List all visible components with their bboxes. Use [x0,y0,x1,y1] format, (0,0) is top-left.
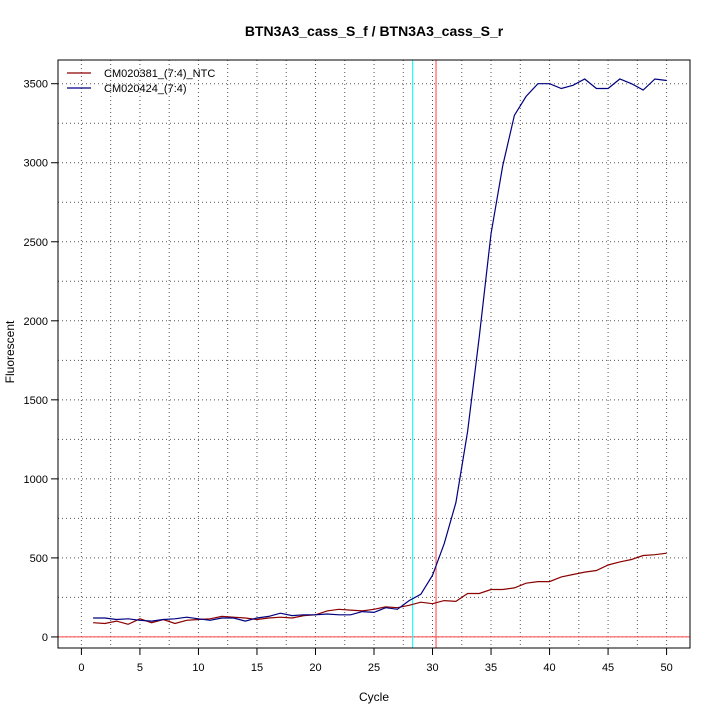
x-tick-label: 5 [137,662,143,674]
x-tick-label: 10 [192,662,204,674]
series-line-1 [93,552,667,625]
legend-label-2: CM020424_(7:4) [104,83,187,95]
y-axis-label: Fluorescent [3,320,17,383]
x-tick-label: 20 [309,662,321,674]
legend-label-1: CM020381_(7:4)_NTC [104,68,215,80]
y-axis: 0 500 1000 1500 2000 2500 3000 3500 [24,79,58,644]
x-tick-label: 0 [78,662,84,674]
x-tick-label: 40 [543,662,555,674]
reference-lines [58,60,690,648]
y-tick-label: 3000 [24,158,48,170]
y-tick-label: 0 [42,632,48,644]
x-axis-label: Cycle [359,690,389,704]
y-tick-label: 1500 [24,395,48,407]
y-tick-label: 3500 [24,79,48,91]
x-tick-label: 30 [426,662,438,674]
x-axis: 0 5 10 15 20 25 30 35 40 45 50 [78,648,673,674]
x-tick-label: 50 [660,662,672,674]
x-tick-label: 15 [251,662,263,674]
legend: CM020381_(7:4)_NTC CM020424_(7:4) [67,68,215,95]
x-tick-label: 35 [485,662,497,674]
series-line-2 [93,78,667,622]
y-tick-label: 2000 [24,316,48,328]
x-tick-label: 25 [368,662,380,674]
chart-title: BTN3A3_cass_S_f / BTN3A3_cass_S_r [245,23,504,39]
y-tick-label: 500 [30,553,48,565]
y-tick-label: 2500 [24,237,48,249]
series-lines [93,78,667,625]
x-tick-label: 45 [602,662,614,674]
y-tick-label: 1000 [24,474,48,486]
